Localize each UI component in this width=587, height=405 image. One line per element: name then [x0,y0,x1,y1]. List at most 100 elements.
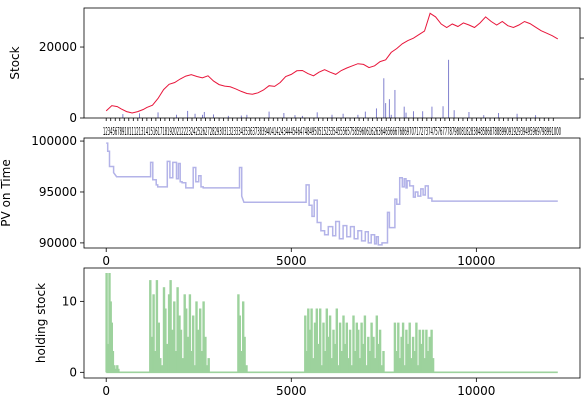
holding-y-tick-label-1: 10 [62,294,77,308]
holding-bar [176,287,179,373]
holding-bar [358,358,362,373]
holding-bar [413,351,417,373]
holding-y-tick-label-0: 0 [69,365,77,379]
holding-bar [171,329,174,373]
holding-bar [193,365,197,373]
stock-panel: 0 20000 123456789101112131415161718192021… [8,7,584,138]
holding-bar [150,336,153,373]
pv-x-tick-label-1: 5000 [276,254,307,268]
holding-bar [310,308,313,373]
holding-bar [153,351,157,373]
holding-bar [190,351,193,373]
holding-bar [423,358,427,373]
holding-bar [400,336,403,373]
holding-bar [313,322,317,373]
holding-bar [367,336,370,373]
holding-bar [202,301,205,373]
holding-bar [242,301,245,373]
holding-bar [183,294,186,373]
holding-bar [111,351,115,373]
pv-panel: 90000 95000 100000 0 5000 10000 PV on Time [0,134,581,268]
pv-axes-frame [83,137,581,249]
holding-bar [185,308,188,373]
holding-bar [162,287,166,373]
holding-x-tick-label-0: 0 [102,384,110,398]
stock-x-ticks [105,118,554,121]
holding-bar [417,365,420,373]
holding-bar [427,351,430,373]
holding-bar [380,365,383,373]
holding-bar [328,315,332,373]
holding-bar [237,294,240,373]
holding-bar [174,351,177,373]
holding-bar [410,358,413,373]
holding-bar [207,358,210,373]
holding-bar [357,329,360,373]
holding-bar [181,358,184,373]
holding-bar [320,365,323,373]
holding-bar [205,365,209,373]
holding-bar [305,351,308,373]
holding-bar [405,329,408,373]
holding-bar [418,329,421,373]
holding-bar [114,368,117,373]
holding-bar [317,343,320,373]
holding-bar [340,351,343,373]
holding-bar [179,329,183,373]
holding-y-ticks: 0 10 [62,294,84,379]
stock-y-axis-label: Stock [8,46,22,79]
holding-bar [373,358,377,373]
holding-bar [315,308,318,373]
holding-bar [428,336,431,373]
holding-bar [338,322,342,373]
holding-bar [312,358,315,373]
holding-bar [186,336,190,373]
pv-y-axis-label: PV on Time [0,159,13,226]
holding-bar [360,322,363,373]
holding-bar [408,322,411,373]
holding-bar [113,365,116,373]
holding-bar [335,308,338,373]
holding-bar [159,358,162,373]
holding-bar [238,315,241,373]
holding-bar [327,336,330,373]
holding-bar [240,351,243,373]
stock-y-ticks: 0 20000 [39,40,84,125]
holding-bar [117,368,120,373]
holding-bar [164,308,167,373]
holding-bar [370,322,373,373]
holding-bar [152,294,155,373]
holding-bar [197,329,200,373]
holding-panel: 0 10 0 5000 10000 holding stock [34,267,581,398]
holding-bar [403,365,407,373]
pv-y-tick-label-2: 100000 [31,134,77,148]
holding-bar [415,322,418,373]
holding-bar [337,365,340,373]
pv-y-tick-label-1: 95000 [39,185,77,199]
holding-bar [398,358,401,373]
stock-y-tick-label-0: 0 [69,111,77,125]
holding-bar [188,294,192,373]
holding-bar [345,322,348,373]
holding-bar [348,329,352,373]
holding-x-tick-label-1: 5000 [276,384,307,398]
holding-bar [375,315,378,373]
stock-y-tick-label-1: 20000 [39,40,77,54]
holding-bar [105,273,108,373]
holding-bar [382,351,385,373]
holding-bar [155,280,159,373]
holding-bar [431,358,435,373]
holding-bar [160,365,164,373]
pv-x-tick-label-2: 10000 [457,254,495,268]
holding-bar [353,351,357,373]
holding-bar [352,315,355,373]
stock-price-line [105,12,559,114]
pv-y-ticks: 90000 95000 100000 [31,134,84,250]
holding-bar [393,322,397,373]
holding-bar [355,322,358,373]
holding-bar [368,351,372,373]
holding-bar [169,280,172,373]
holding-bar [167,294,171,373]
holding-bar [199,308,202,373]
